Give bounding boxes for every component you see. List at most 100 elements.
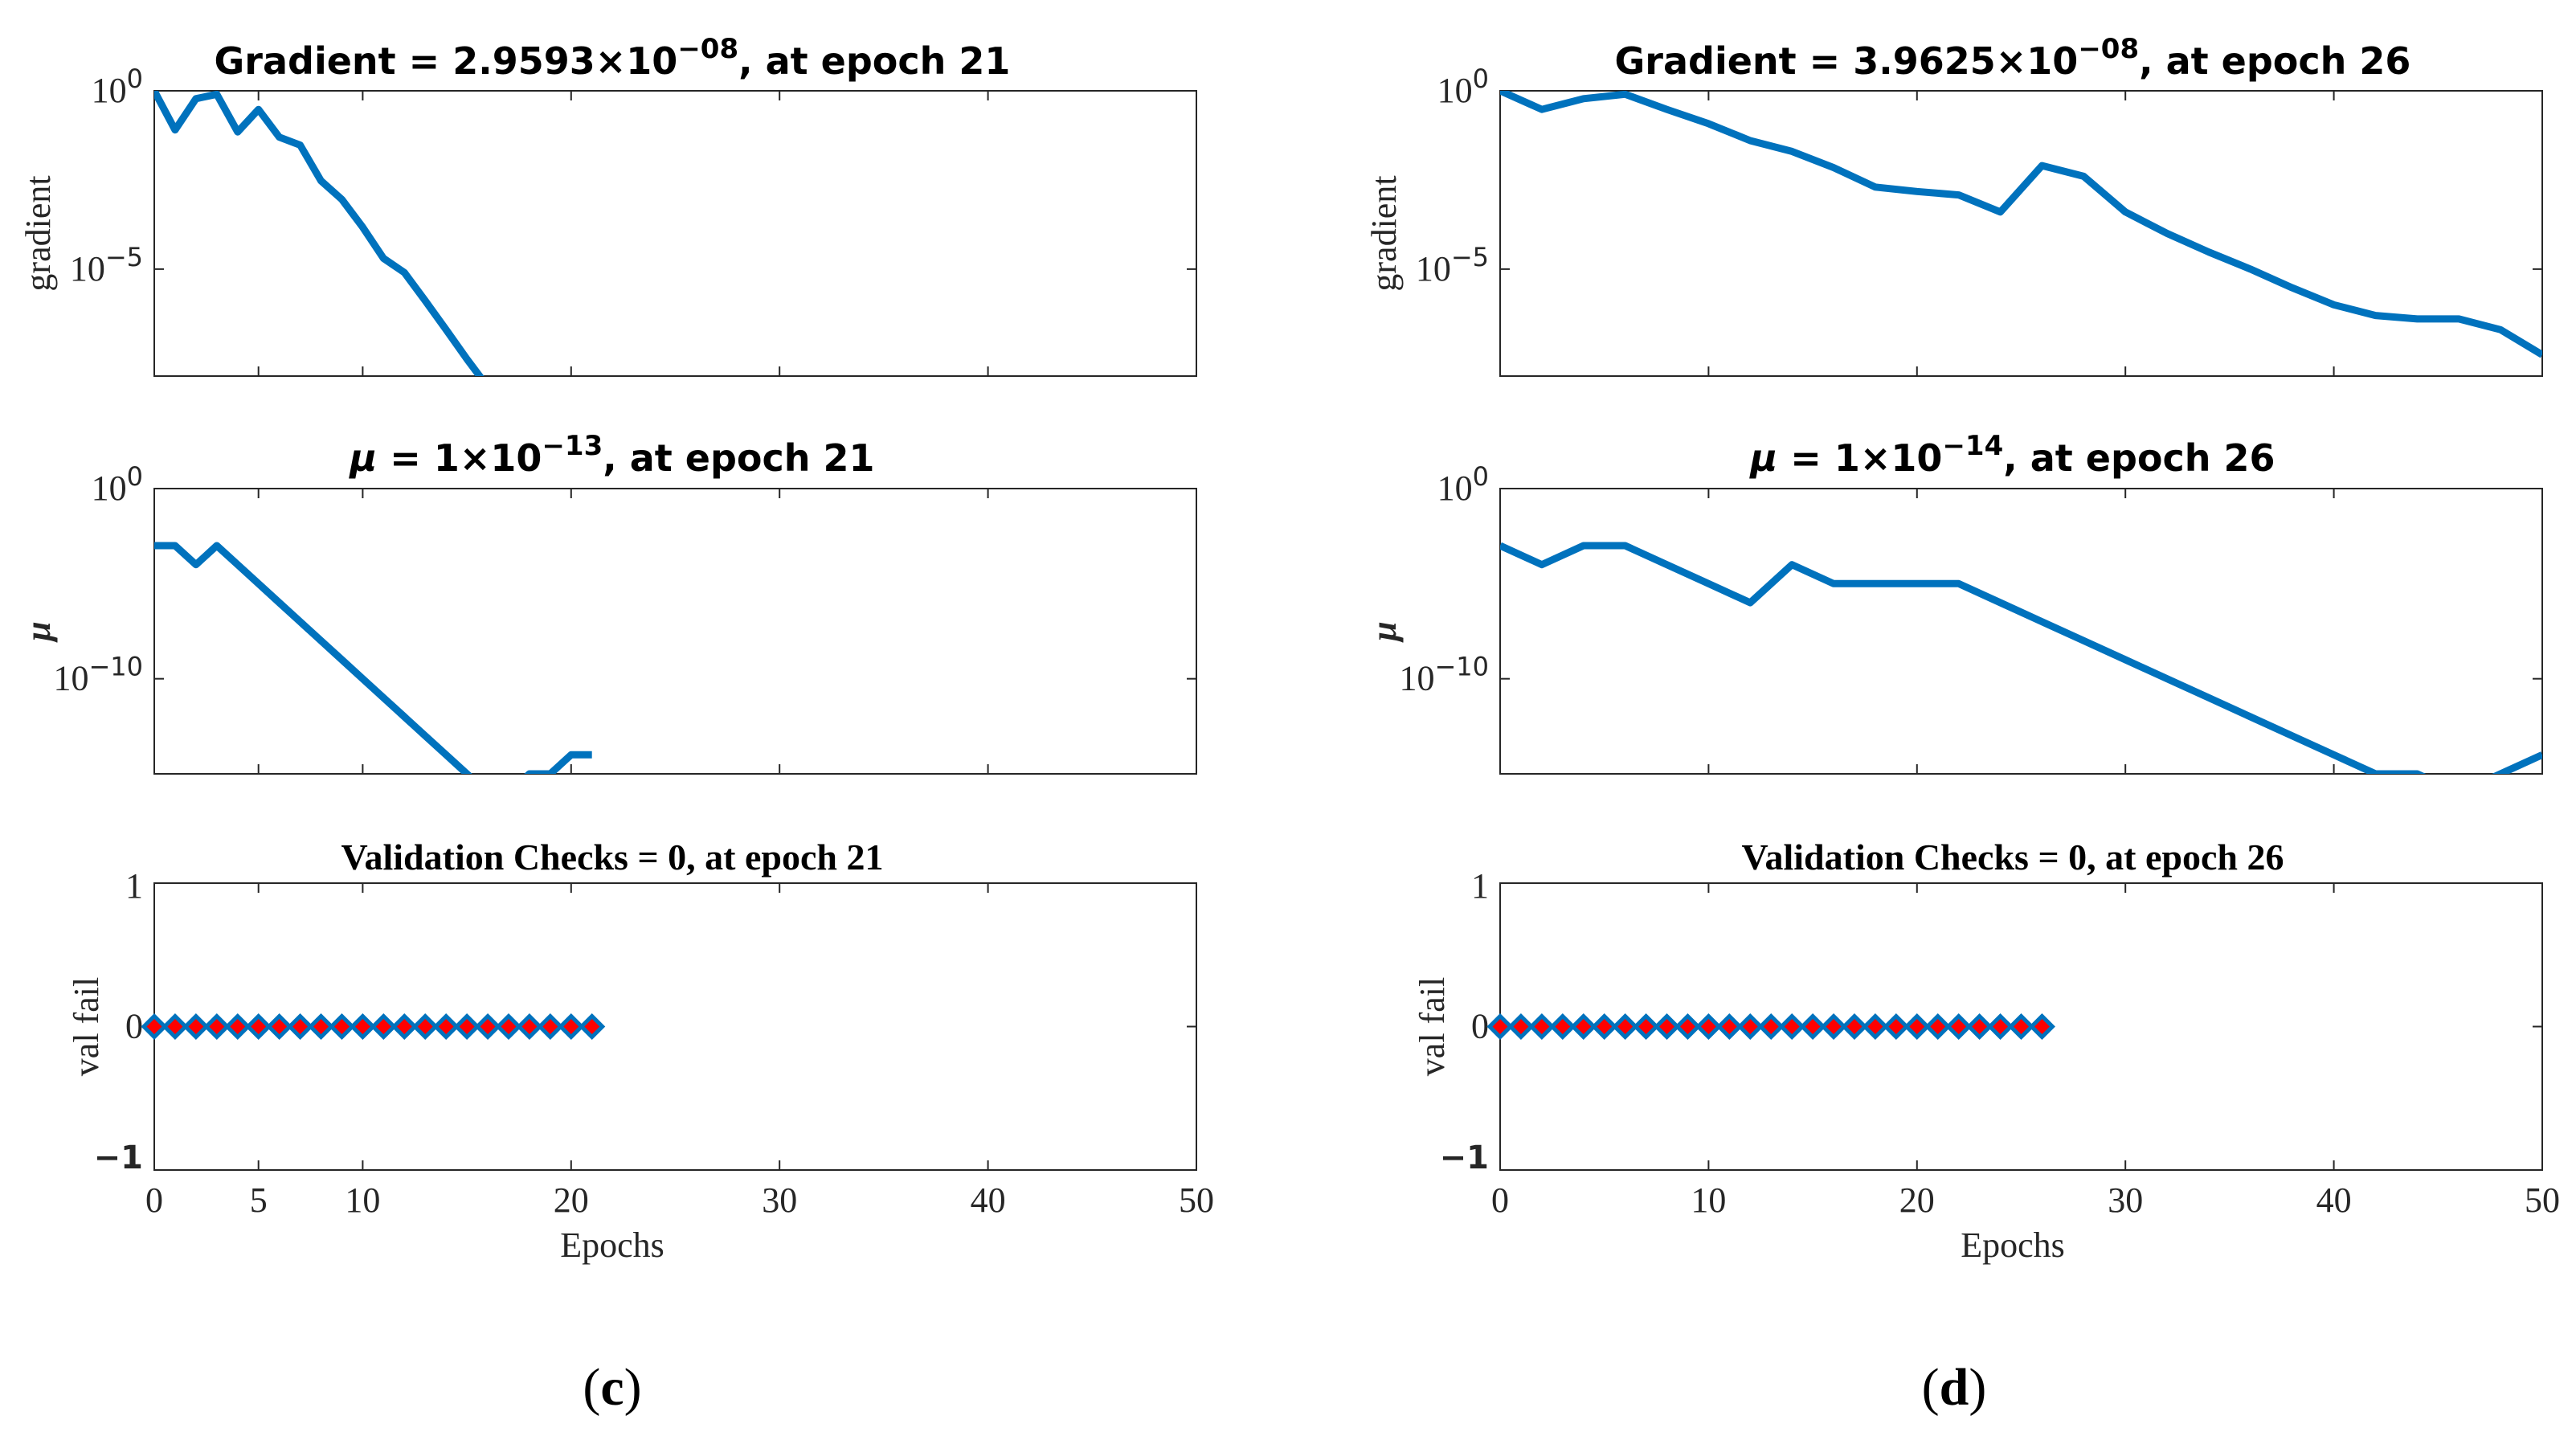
val-fail-marker — [182, 1013, 210, 1041]
val-fail-marker — [579, 1013, 606, 1041]
panel-caption: (c) — [583, 1358, 641, 1417]
val-fail-marker — [1903, 1013, 1931, 1041]
val-fail-marker — [224, 1013, 251, 1041]
y-tick-label: −1 — [94, 1139, 143, 1176]
panel-d: Gradient = 3.9625×10−08, at epoch 261001… — [1364, 33, 2560, 1417]
mu-axes-box — [1499, 488, 2543, 775]
val-fail-marker — [1633, 1013, 1660, 1041]
val-title: Validation Checks = 0, at epoch 21 — [341, 837, 884, 878]
val-fail-marker — [1924, 1013, 1952, 1041]
val-fail-marker — [2028, 1013, 2055, 1041]
val-fail-marker — [287, 1013, 314, 1041]
val-fail-marker — [1799, 1013, 1826, 1041]
x-tick-label: 40 — [971, 1180, 1006, 1220]
val-fail-marker — [474, 1013, 501, 1041]
val-fail-marker — [162, 1013, 189, 1041]
val-fail-marker — [266, 1013, 293, 1041]
y-tick-label: 100 — [1437, 63, 1489, 110]
gradient-subplot: Gradient = 2.9593×10−08, at epoch 21 100 1… — [18, 33, 1197, 377]
mu-title: μ = 1×10−13, at epoch 21 — [348, 430, 874, 480]
y-tick-label: 100 — [92, 461, 143, 508]
val-fail-marker — [1695, 1013, 1722, 1041]
val-fail-marker — [1674, 1013, 1701, 1041]
mu-ylabel: μ — [1364, 621, 1404, 642]
mu-axes-box — [153, 488, 1197, 775]
val-fail-marker — [1612, 1013, 1639, 1041]
val-fail-marker — [1945, 1013, 1973, 1041]
val-fail-marker — [453, 1013, 480, 1041]
val-fail-marker — [1778, 1013, 1805, 1041]
val-fail-marker — [328, 1013, 355, 1041]
x-tick-label: 30 — [762, 1180, 797, 1220]
mu-line — [1500, 542, 2542, 774]
x-tick-label: 10 — [1691, 1180, 1726, 1220]
val-fail-marker — [1966, 1013, 1993, 1041]
val-fail-marker — [1883, 1013, 1910, 1041]
mu-subplot: μ = 1×10−13, at epoch 21 100 10−10 μ — [18, 430, 1197, 775]
x-axis-label: Epochs — [560, 1225, 664, 1265]
x-tick-label: 5 — [250, 1180, 268, 1220]
val-fail-marker — [1820, 1013, 1847, 1041]
val-fail-marker — [1987, 1013, 2014, 1041]
y-tick-label: 1 — [1471, 866, 1489, 906]
val-fail-marker — [537, 1013, 564, 1041]
gradient-axes-box — [153, 90, 1197, 377]
y-tick-label: 10−5 — [1416, 242, 1489, 288]
val-fail-marker — [516, 1013, 543, 1041]
val-fail-marker — [1757, 1013, 1785, 1041]
gradient-title: Gradient = 2.9593×10−08, at epoch 21 — [215, 33, 1011, 83]
val-fail-marker — [1507, 1013, 1535, 1041]
val-fail-marker — [411, 1013, 439, 1041]
y-tick-label: 100 — [1437, 461, 1489, 508]
val-fail-marker — [432, 1013, 460, 1041]
x-tick-label: 40 — [2316, 1180, 2352, 1220]
val-fail-marker — [1570, 1013, 1597, 1041]
val-fail-marker — [2007, 1013, 2035, 1041]
val-fail-marker — [1486, 1013, 1514, 1041]
y-tick-label: 10−10 — [1399, 652, 1489, 698]
gradient-line — [1500, 91, 2542, 358]
x-tick-label: 50 — [2525, 1180, 2560, 1220]
val-subplot: Validation Checks = 0, at epoch 2610−1va… — [1413, 837, 2560, 1265]
val-fail-marker — [1653, 1013, 1681, 1041]
x-tick-label: 20 — [554, 1180, 589, 1220]
val-fail-marker — [203, 1013, 231, 1041]
panel-caption: (d) — [1922, 1358, 1987, 1417]
y-tick-label: 100 — [92, 63, 143, 110]
x-tick-label: 50 — [1179, 1180, 1214, 1220]
x-tick-label: 0 — [1491, 1180, 1509, 1220]
val-title: Validation Checks = 0, at epoch 26 — [1742, 837, 2284, 878]
panel-c: Gradient = 2.9593×10−08, at epoch 211001… — [18, 33, 1214, 1417]
mu-line — [154, 542, 592, 774]
val-fail-marker — [307, 1013, 335, 1041]
gradient-line — [154, 91, 485, 376]
gradient-title: Gradient = 3.9625×10−08, at epoch 26 — [1615, 33, 2411, 83]
val-fail-marker — [141, 1013, 168, 1041]
x-tick-label: 30 — [2108, 1180, 2143, 1220]
val-subplot: Validation Checks = 0, at epoch 21 10 −1 va… — [67, 837, 1214, 1265]
val-fail-marker — [390, 1013, 418, 1041]
gradient-subplot: Gradient = 3.9625×10−08, at epoch 26 100 1… — [1364, 33, 2543, 377]
y-tick-label: 0 — [125, 1007, 143, 1046]
val-fail-marker — [349, 1013, 376, 1041]
val-fail-marker — [558, 1013, 585, 1041]
x-tick-label: 0 — [145, 1180, 163, 1220]
val-fail-marker — [1736, 1013, 1764, 1041]
mu-title: μ = 1×10−14, at epoch 26 — [1748, 430, 2275, 480]
mu-subplot: μ = 1×10−14, at epoch 26 100 10−10 μ — [1364, 430, 2543, 775]
val-ylabel: val fail — [67, 977, 106, 1076]
val-fail-marker — [495, 1013, 522, 1041]
val-ylabel: val fail — [1413, 977, 1452, 1076]
y-tick-label: −1 — [1440, 1139, 1489, 1176]
val-fail-marker — [1528, 1013, 1556, 1041]
x-axis-label: Epochs — [1961, 1225, 2065, 1265]
val-fail-marker — [1862, 1013, 1889, 1041]
y-tick-label: 0 — [1471, 1007, 1489, 1046]
x-tick-label: 10 — [345, 1180, 380, 1220]
val-fail-marker — [1549, 1013, 1576, 1041]
y-tick-label: 10−5 — [70, 242, 143, 288]
gradient-ylabel: gradient — [18, 175, 58, 291]
val-fail-marker — [370, 1013, 397, 1041]
x-tick-label: 20 — [1899, 1180, 1935, 1220]
